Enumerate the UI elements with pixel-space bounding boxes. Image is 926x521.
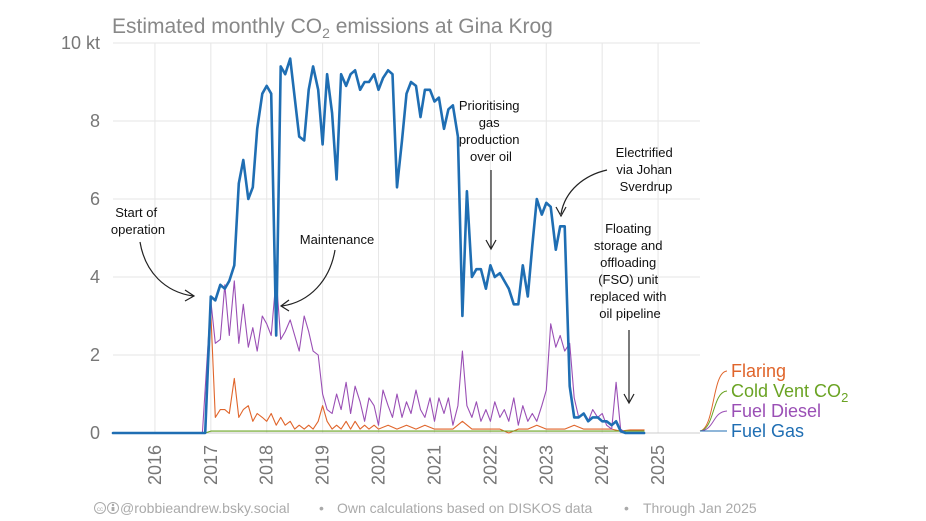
annotation-electrified: Electrified via Johan Sverdrup	[616, 145, 677, 194]
legend-connector-fuel-diesel	[699, 410, 728, 432]
annotation-texts: Start of operation Maintenance Prioritis…	[111, 98, 677, 321]
by-license-icon	[107, 502, 119, 514]
legend-connector-cold-vent	[699, 390, 728, 432]
cc-license-icon: cc	[94, 502, 106, 514]
chart-title: Estimated monthly CO2 emissions at Gina …	[112, 15, 553, 41]
title-rest: emissions at Gina Krog	[330, 15, 553, 38]
x-tick-label: 2020	[369, 445, 389, 485]
series-line-cold-vent-co2	[112, 430, 645, 434]
x-tick-label: 2016	[145, 445, 165, 485]
x-axis: 2016 2017 2018 2019 2020 2021 2022 2023 2024 2025	[113, 432, 700, 485]
footer: cc @robbieandrew.bsky.social • Own calcu…	[94, 500, 757, 516]
arrowhead-electrified	[555, 206, 567, 218]
title-subscript: 2	[322, 25, 330, 41]
legend-entry-fuel-gas: Fuel Gas	[731, 421, 804, 441]
y-tick-label: 4	[90, 267, 100, 287]
y-axis: 0 2 4 6 8 10 kt	[61, 33, 100, 443]
y-tick-label: 0	[90, 423, 100, 443]
x-tick-label: 2017	[201, 445, 221, 485]
x-tick-label: 2019	[313, 445, 333, 485]
legend-connectors	[699, 370, 728, 432]
footer-through: Through Jan 2025	[643, 500, 757, 516]
y-tick-label: 10 kt	[61, 33, 100, 53]
arrow-electrified	[560, 169, 608, 215]
legend: Flaring Cold Vent CO2 Fuel Diesel Fuel G…	[731, 361, 848, 441]
x-tick-label: 2018	[257, 445, 277, 485]
annotation-maintenance: Maintenance	[300, 232, 374, 247]
arrowhead-fso	[623, 393, 635, 405]
x-tick-label: 2022	[480, 445, 500, 485]
arrowhead-prioritising	[485, 239, 497, 251]
arrow-start-of-operation	[139, 241, 194, 297]
footer-handle: @robbieandrew.bsky.social	[120, 500, 290, 516]
gridlines	[113, 42, 700, 434]
legend-entry-fuel-diesel: Fuel Diesel	[731, 401, 821, 421]
arrowhead-maintenance	[279, 299, 290, 312]
x-tick-label: 2021	[424, 445, 444, 485]
series-lines	[111, 57, 646, 435]
x-tick-label: 2025	[648, 445, 668, 485]
x-tick-label: 2024	[592, 445, 612, 485]
arrow-maintenance	[281, 249, 336, 307]
svg-text:cc: cc	[97, 507, 103, 513]
footer-separator-2: •	[624, 500, 629, 516]
legend-entry-flaring: Flaring	[731, 361, 786, 381]
footer-source: Own calculations based on DISKOS data	[337, 500, 592, 516]
annotation-fso: Floating storage and offloading (FSO) un…	[590, 221, 670, 321]
arrowhead-start-of-operation	[184, 289, 196, 302]
y-tick-label: 2	[90, 345, 100, 365]
series-line-fuel-diesel	[112, 276, 641, 434]
series-line-fuel-gas	[111, 57, 646, 435]
series-line-flaring	[112, 311, 645, 434]
y-tick-label: 6	[90, 189, 100, 209]
annotation-start-of-operation: Start of operation	[111, 205, 165, 237]
title-main: Estimated monthly CO	[112, 15, 322, 38]
annotation-prioritising: Prioritising gas production over oil	[459, 98, 523, 164]
y-tick-label: 8	[90, 111, 100, 131]
legend-connector-flaring	[699, 370, 728, 432]
annotations	[139, 169, 635, 405]
footer-separator-1: •	[319, 500, 324, 516]
x-tick-label: 2023	[536, 445, 556, 485]
legend-entry-cold-vent: Cold Vent CO2	[731, 381, 848, 405]
